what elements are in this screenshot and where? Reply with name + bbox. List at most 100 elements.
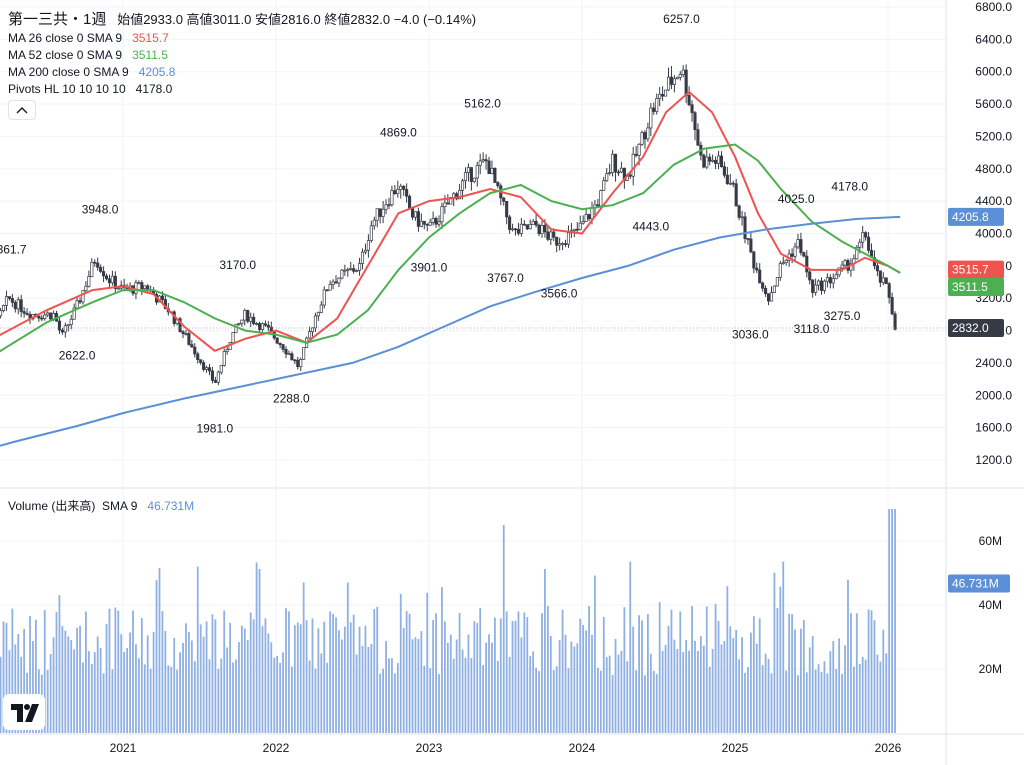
volume-bar [535,667,537,733]
volume-bar [420,631,423,733]
volume-bar [179,652,181,733]
indicator-label: MA 200 close 0 SMA 9 [8,65,129,79]
candle-body [378,208,382,217]
candle-body [487,160,491,175]
volume-bar [173,637,176,733]
indicator-legend-ma52[interactable]: MA 52 close 0 SMA 9 3511.5 [8,47,168,63]
volume-bar [835,669,838,733]
candle-body [410,207,415,218]
tradingview-logo[interactable] [3,694,45,730]
price-badge [948,278,1004,297]
pivot-label: 3901.0 [411,261,448,275]
candle-body [596,204,600,207]
candle-body [664,89,668,97]
candle-body [307,331,312,339]
candle-body [693,112,697,131]
volume-bar [470,658,473,733]
pivot-label: 4025.0 [778,192,815,206]
candle-body [387,204,391,207]
candle-body [855,246,859,260]
volume-bar [708,666,711,733]
volume-bar [529,656,532,733]
volume-bar [317,628,320,733]
collapse-legend-button[interactable] [8,100,36,120]
volume-bar [808,647,811,733]
volume-bar [226,647,229,733]
volume-bar [249,612,252,733]
volume-bar [402,627,405,733]
candle-body [281,344,285,350]
candle-body [216,371,220,383]
candle-body [746,238,750,240]
candle-body [540,225,544,235]
volume-bar [605,657,608,733]
volume-bar [223,610,226,733]
volume-bar [776,607,779,733]
volume-bar [676,649,679,733]
volume-bar [555,666,558,733]
volume-bar [105,623,108,733]
indicator-legend-ma26[interactable]: MA 26 close 0 SMA 9 3515.7 [8,30,169,46]
volume-bar [867,609,870,733]
candle-body [90,261,94,277]
volume-bar [188,632,190,733]
volume-bar [411,639,414,733]
indicator-legend-ma200[interactable]: MA 200 close 0 SMA 9 4205.8 [8,64,175,80]
time-tick-label: 2025 [722,741,749,755]
volume-bar [476,622,479,733]
candle-body [555,236,559,246]
candle-body [608,172,612,174]
volume-bar [32,641,34,733]
candle-body [619,167,623,173]
volume-bar [96,636,99,733]
volume-bar [670,609,673,733]
volume-bar [738,659,741,733]
candle-body [819,280,824,291]
indicator-legend-pivots[interactable]: Pivots HL 10 10 10 10 4178.0 [8,81,172,97]
volume-bar [705,606,708,733]
volume-bar [882,629,885,733]
volume-bar [523,612,526,733]
volume-bar [764,653,767,733]
candle-body [413,211,418,218]
volume-bar [623,607,626,733]
volume-bar [458,613,461,733]
volume-bar [429,668,432,733]
volume-bar [282,652,284,733]
candle-body [661,93,665,97]
volume-bar [717,621,720,733]
volume-bar [508,656,511,733]
volume-bar [85,611,87,733]
volume-bar [664,645,667,733]
volume-bar [802,620,805,733]
volume-bar [196,566,199,733]
candle-body [319,304,323,313]
time-tick-label: 2022 [263,741,290,755]
candle-body [675,76,679,80]
volume-legend[interactable]: Volume (出来高) SMA 9 46.731M [8,497,194,514]
volume-bar [90,663,93,733]
volume-bar [82,662,84,733]
candle-body [60,329,64,333]
candle-body [534,220,538,226]
candle-body [531,220,535,225]
volume-bar [314,668,317,733]
price-badge-label: 2832.0 [952,321,989,335]
volume-bar [185,623,187,733]
volume-bar [332,613,334,733]
symbol-title[interactable]: 第一三共・1週 [8,11,107,28]
pivot-labels: 1.03361.72622.03948.01981.03170.02288.04… [0,12,868,435]
time-tick-label: 2026 [875,741,902,755]
candle-body [93,261,97,264]
candle-body [49,312,53,320]
volume-bar [99,647,102,733]
volume-bars [0,509,896,733]
volume-bar [702,645,705,733]
candle-body [478,160,482,166]
volume-bar [161,611,164,733]
candle-body [725,174,729,185]
candle-body [434,218,438,225]
candle-body [761,282,765,289]
candle-body [202,362,206,370]
